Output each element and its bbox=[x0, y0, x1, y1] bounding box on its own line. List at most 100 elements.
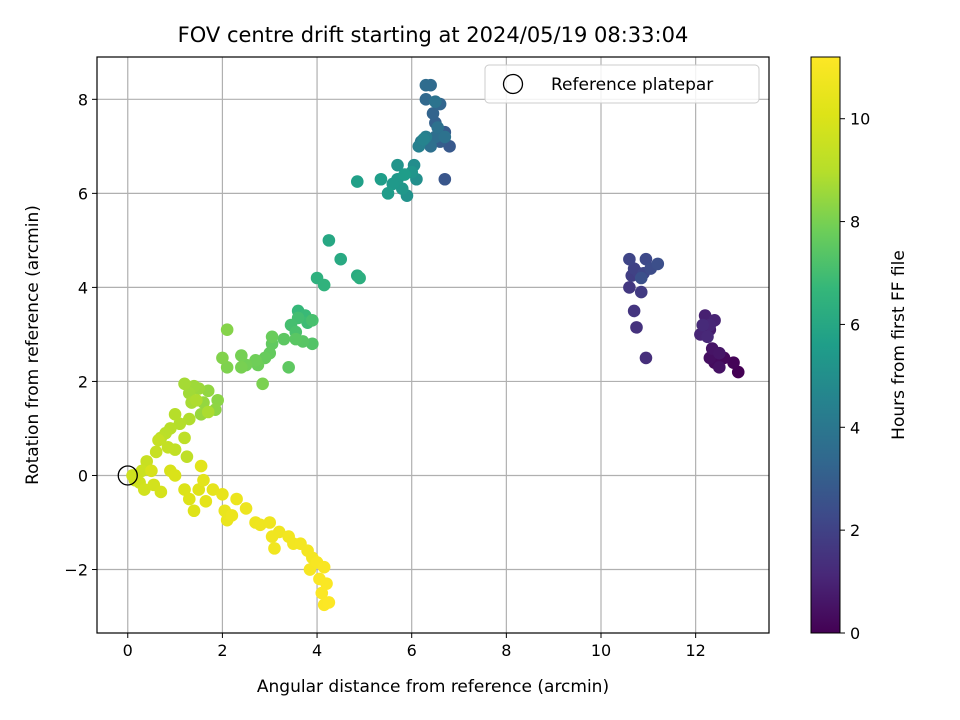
data-point bbox=[289, 332, 303, 346]
x-tick-label: 10 bbox=[591, 641, 611, 660]
data-point bbox=[138, 483, 151, 496]
data-point bbox=[731, 365, 745, 379]
chart-title: FOV centre drift starting at 2024/05/19 … bbox=[178, 23, 689, 47]
data-point bbox=[334, 252, 348, 266]
data-point bbox=[135, 464, 149, 478]
data-point bbox=[696, 318, 710, 332]
x-axis-label: Angular distance from reference (arcmin) bbox=[257, 677, 609, 697]
data-point bbox=[320, 577, 333, 590]
data-point bbox=[701, 330, 714, 344]
data-point bbox=[216, 487, 229, 501]
y-tick-label: 4 bbox=[78, 278, 88, 297]
data-points bbox=[117, 78, 745, 612]
data-point bbox=[220, 323, 234, 337]
data-point bbox=[194, 459, 208, 473]
data-point bbox=[417, 132, 430, 146]
colorbar-label: Hours from first FF file bbox=[889, 250, 909, 440]
data-point bbox=[168, 408, 182, 421]
data-point bbox=[154, 485, 168, 499]
data-point bbox=[201, 384, 215, 398]
legend-label-reference: Reference platepar bbox=[551, 75, 713, 95]
data-point bbox=[317, 560, 331, 574]
data-point bbox=[235, 361, 248, 374]
data-point bbox=[253, 518, 267, 532]
data-point bbox=[168, 469, 182, 482]
data-point bbox=[431, 121, 445, 134]
data-point bbox=[216, 351, 229, 365]
data-point bbox=[230, 492, 243, 506]
y-tick-label: −2 bbox=[64, 561, 88, 580]
y-axis-label: Rotation from reference (arcmin) bbox=[23, 205, 43, 485]
colorbar-tick-label: 4 bbox=[850, 418, 860, 437]
data-point bbox=[639, 351, 653, 365]
data-point bbox=[225, 509, 239, 522]
data-point bbox=[263, 516, 277, 529]
data-point bbox=[256, 377, 269, 391]
reference-point-marker bbox=[117, 465, 138, 486]
legend-box bbox=[484, 64, 760, 104]
data-point bbox=[187, 504, 201, 518]
data-point bbox=[627, 304, 641, 318]
data-point bbox=[178, 431, 191, 445]
data-point bbox=[268, 542, 281, 555]
x-tick-label: 2 bbox=[217, 641, 227, 660]
colorbar-gradient bbox=[810, 56, 841, 634]
data-point bbox=[627, 262, 641, 275]
data-point bbox=[265, 330, 279, 344]
x-tick-label: 4 bbox=[312, 641, 322, 660]
data-point bbox=[180, 450, 194, 463]
data-point bbox=[317, 278, 331, 292]
data-point bbox=[386, 177, 400, 191]
data-point bbox=[395, 182, 409, 195]
data-point bbox=[639, 252, 653, 266]
data-point bbox=[350, 175, 364, 188]
data-point bbox=[443, 140, 456, 153]
legend-marker-reference bbox=[502, 73, 524, 95]
data-point bbox=[182, 412, 196, 426]
data-point bbox=[239, 502, 253, 515]
data-point bbox=[634, 271, 648, 285]
x-tick-label: 8 bbox=[501, 641, 511, 660]
data-point bbox=[149, 445, 163, 459]
data-point bbox=[201, 405, 215, 419]
data-point bbox=[391, 158, 404, 172]
data-point bbox=[190, 393, 203, 407]
data-point bbox=[178, 377, 191, 391]
data-point bbox=[651, 257, 665, 271]
data-point bbox=[306, 337, 319, 351]
legend: Reference platepar bbox=[484, 64, 760, 104]
data-point bbox=[429, 130, 442, 144]
data-point bbox=[623, 252, 636, 266]
colorbar: 0 2 4 6 8 10 Hours from first FF file bbox=[810, 56, 909, 643]
data-point bbox=[727, 356, 740, 369]
data-point bbox=[315, 586, 329, 600]
colorbar-tick-label: 6 bbox=[850, 315, 860, 334]
data-point bbox=[322, 596, 336, 609]
data-point bbox=[322, 234, 336, 247]
data-point bbox=[173, 417, 187, 431]
x-tick-label: 12 bbox=[685, 641, 705, 660]
data-point bbox=[192, 483, 206, 496]
data-point bbox=[698, 309, 712, 322]
data-point bbox=[419, 78, 433, 92]
y-tick-label: 0 bbox=[78, 466, 88, 485]
data-point bbox=[419, 93, 433, 106]
x-tick-label: 0 bbox=[123, 641, 133, 660]
data-point bbox=[140, 455, 153, 468]
data-point bbox=[272, 525, 286, 539]
data-point bbox=[703, 351, 717, 365]
axis-ticks: 0 2 4 6 8 10 12 −2 0 2 4 6 8 bbox=[64, 90, 705, 660]
data-point bbox=[152, 433, 165, 447]
data-point bbox=[197, 473, 210, 487]
data-point bbox=[282, 361, 295, 374]
data-point bbox=[211, 393, 224, 407]
plot-frame bbox=[96, 56, 770, 634]
data-point bbox=[161, 440, 175, 454]
y-tick-label: 6 bbox=[78, 184, 88, 203]
data-point bbox=[630, 321, 643, 334]
data-point bbox=[199, 495, 213, 508]
data-point bbox=[235, 349, 248, 362]
data-point bbox=[178, 483, 191, 496]
data-point bbox=[398, 168, 411, 181]
